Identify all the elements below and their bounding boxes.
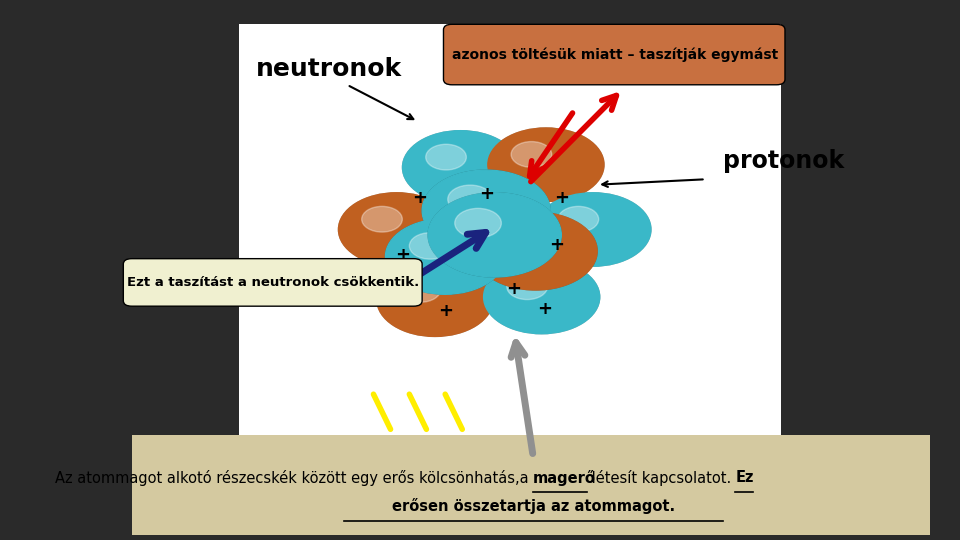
Circle shape <box>339 193 455 266</box>
Text: +: + <box>506 280 521 298</box>
FancyBboxPatch shape <box>132 435 930 535</box>
Text: Ez: Ez <box>735 470 754 485</box>
Circle shape <box>499 227 541 254</box>
Circle shape <box>428 193 562 277</box>
Text: protonok: protonok <box>723 150 844 173</box>
Circle shape <box>558 206 599 232</box>
Circle shape <box>377 263 493 336</box>
Text: Az atommagot alkotó részecskék között egy erős kölcsönhatás,a: Az atommagot alkotó részecskék között eg… <box>55 470 533 486</box>
Text: +: + <box>479 185 493 204</box>
Circle shape <box>484 260 600 334</box>
Circle shape <box>385 219 505 294</box>
Text: +: + <box>554 189 568 207</box>
Text: azonos töltésük miatt – taszítják egymást: azonos töltésük miatt – taszítják egymás… <box>452 48 779 62</box>
Circle shape <box>409 233 451 259</box>
Circle shape <box>385 219 505 294</box>
Circle shape <box>377 263 493 336</box>
Circle shape <box>488 128 604 201</box>
Circle shape <box>474 212 597 290</box>
Circle shape <box>455 208 501 238</box>
Circle shape <box>507 274 547 300</box>
Text: +: + <box>395 246 410 265</box>
Circle shape <box>400 276 441 302</box>
Text: erősen összetartja az atommagot.: erősen összetartja az atommagot. <box>392 498 675 514</box>
Circle shape <box>402 131 518 204</box>
Circle shape <box>488 128 604 201</box>
Circle shape <box>425 144 467 170</box>
Text: létesít kapcsolatot.: létesít kapcsolatot. <box>587 470 735 486</box>
Text: neutronok: neutronok <box>255 57 402 80</box>
Circle shape <box>484 260 600 334</box>
Circle shape <box>339 193 455 266</box>
Circle shape <box>428 193 562 277</box>
Circle shape <box>535 193 651 266</box>
Text: magerő: magerő <box>533 470 596 486</box>
Circle shape <box>362 206 402 232</box>
Text: +: + <box>438 301 453 320</box>
Text: +: + <box>537 300 552 319</box>
Circle shape <box>535 193 651 266</box>
FancyBboxPatch shape <box>239 24 780 486</box>
FancyBboxPatch shape <box>444 24 785 85</box>
FancyBboxPatch shape <box>123 259 422 306</box>
Circle shape <box>447 185 492 213</box>
Text: +: + <box>549 235 564 254</box>
Circle shape <box>511 141 552 167</box>
Text: Ezt a taszítást a neutronok csökkentik.: Ezt a taszítást a neutronok csökkentik. <box>127 276 419 289</box>
Circle shape <box>474 212 597 290</box>
Circle shape <box>422 170 550 251</box>
Circle shape <box>402 131 518 204</box>
Circle shape <box>422 170 550 251</box>
Text: +: + <box>412 189 427 207</box>
